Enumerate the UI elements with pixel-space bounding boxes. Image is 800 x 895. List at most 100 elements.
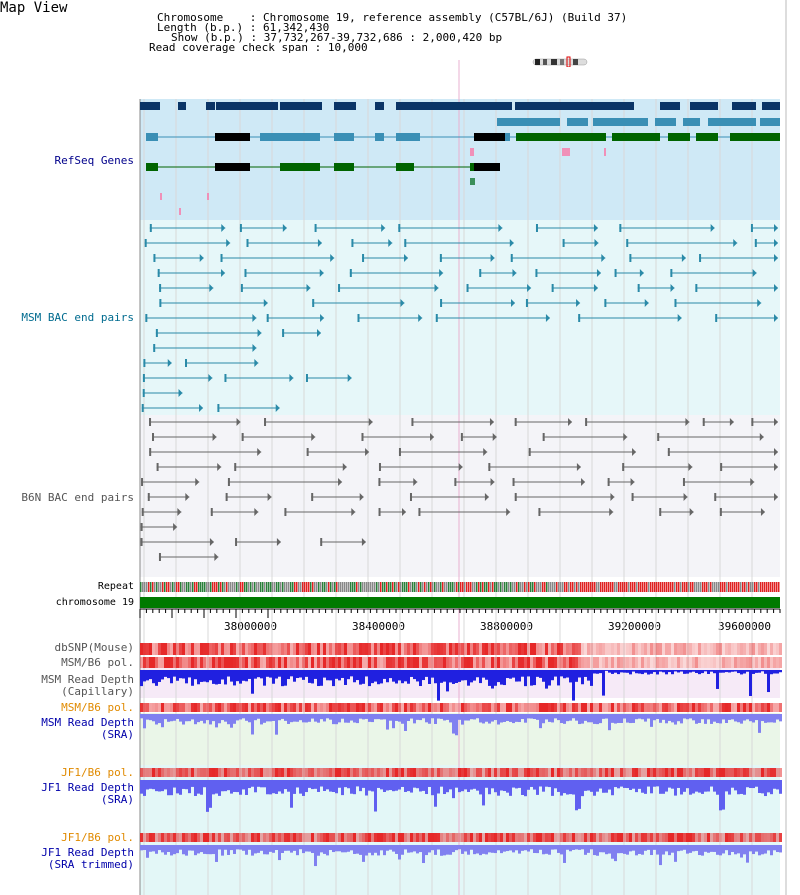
- repeat-element: [636, 582, 638, 592]
- repeat-element: [616, 582, 618, 592]
- repeat-element: [494, 582, 496, 592]
- msm-b6-pol-2-label[interactable]: MSM/B6 pol.: [61, 701, 134, 714]
- jf1-b6-pol-density: [509, 768, 512, 777]
- msm-b6-pol-density: [224, 657, 227, 668]
- msm-sra-depth: [185, 714, 188, 722]
- dbsnp-density: [377, 643, 380, 655]
- jf1-trimmed-depth: [572, 845, 575, 850]
- msm-b6-pol-2-density: [434, 703, 437, 712]
- jf1-b6-pol-label[interactable]: JF1/B6 pol.: [61, 766, 134, 779]
- refseq-gene-exon: [396, 133, 420, 141]
- msm-b6-pol-density: [494, 657, 497, 668]
- msm-b6-pol-density: [632, 657, 635, 668]
- jf1-b6-pol-2-density: [719, 833, 722, 842]
- chromosome-track-label[interactable]: chromosome 19: [55, 597, 134, 608]
- msm-bac-pair-end: [604, 299, 607, 307]
- jf1-b6-pol-2-density: [647, 833, 650, 842]
- dbsnp-density: [344, 643, 347, 655]
- jf1-read-trim-label-2[interactable]: (SRA trimmed): [47, 858, 134, 871]
- jf1-trimmed-depth: [332, 845, 335, 853]
- msm-read-sra-label-2[interactable]: (SRA): [100, 728, 134, 741]
- repeat-element: [472, 582, 474, 592]
- jf1-sra-depth: [239, 780, 242, 795]
- msm-b6-pol-density: [761, 657, 764, 668]
- msm-bac-track-label[interactable]: MSM BAC end pairs: [21, 311, 134, 324]
- msm-b6-pol-density: [536, 657, 539, 668]
- msm-b6-pol-2-density: [425, 703, 428, 712]
- jf1-b6-pol-density: [215, 768, 218, 777]
- repeat-element: [154, 582, 156, 592]
- msm-capillary-depth: [434, 670, 437, 684]
- jf1-read-sra-label-1[interactable]: JF1 Read Depth: [41, 781, 134, 794]
- msm-capillary-depth: [383, 670, 386, 679]
- jf1-trimmed-depth: [491, 845, 494, 853]
- jf1-b6-pol-density: [689, 768, 692, 777]
- msm-capillary-depth: [668, 670, 671, 673]
- msm-sra-depth: [311, 714, 314, 719]
- dbsnp-density: [602, 643, 605, 655]
- msm-b6-pol-label[interactable]: MSM/B6 pol.: [61, 656, 134, 669]
- msm-read-capillary-label-1[interactable]: MSM Read Depth: [41, 673, 134, 686]
- msm-capillary-depth: [299, 670, 302, 678]
- jf1-trimmed-depth: [341, 845, 344, 853]
- msm-b6-pol-density: [647, 657, 650, 668]
- msm-b6-pol-density: [179, 657, 182, 668]
- jf1-sra-depth: [182, 780, 185, 789]
- jf1-b6-pol-density: [173, 768, 176, 777]
- repeat-element: [576, 582, 578, 592]
- b6n-bac-pair-end: [607, 478, 610, 486]
- msm-read-sra-label-1[interactable]: MSM Read Depth: [41, 716, 134, 729]
- b6n-bac-track-label[interactable]: B6N BAC end pairs: [21, 491, 134, 504]
- repeat-track-label[interactable]: Repeat: [97, 581, 134, 592]
- msm-bac-pair-end: [275, 404, 280, 412]
- chromosome-ideogram[interactable]: [529, 52, 591, 68]
- repeat-element: [372, 582, 374, 592]
- msm-sra-depth: [350, 714, 353, 721]
- msm-sra-depth: [296, 714, 299, 722]
- jf1-b6-pol-2-density: [701, 833, 704, 842]
- msm-capillary-depth: [689, 670, 692, 673]
- jf1-b6-pol-2-label[interactable]: JF1/B6 pol.: [61, 831, 134, 844]
- repeat-element: [744, 582, 746, 592]
- jf1-trimmed-depth: [464, 845, 467, 852]
- dbsnp-density: [386, 643, 389, 655]
- dbsnp-density: [362, 643, 365, 655]
- jf1-read-sra-label-2[interactable]: (SRA): [100, 793, 134, 806]
- msm-b6-pol-density: [146, 657, 149, 668]
- msm-b6-pol-2-density: [632, 703, 635, 712]
- repeat-element: [546, 582, 548, 592]
- jf1-sra-depth: [146, 780, 149, 790]
- jf1-b6-pol-density: [572, 768, 575, 777]
- repeat-element: [730, 582, 732, 592]
- msm-capillary-depth: [665, 670, 668, 675]
- dbsnp-density: [389, 643, 392, 655]
- refseq-track-label[interactable]: RefSeq Genes: [54, 154, 134, 167]
- msm-sra-depth: [674, 714, 677, 725]
- refseq-small-mark: [562, 148, 570, 156]
- dbsnp-track-label[interactable]: dbSNP(Mouse): [54, 641, 134, 654]
- msm-b6-pol-2-density: [536, 703, 539, 712]
- msm-sra-depth: [428, 714, 431, 724]
- jf1-read-trim-label-1[interactable]: JF1 Read Depth: [41, 846, 134, 859]
- msm-b6-pol-density: [227, 657, 230, 668]
- msm-read-capillary-label-2[interactable]: (Capillary): [61, 685, 134, 698]
- msm-b6-pol-2-density: [692, 703, 695, 712]
- msm-sra-depth: [530, 714, 533, 719]
- msm-b6-pol-density: [302, 657, 305, 668]
- b6n-bac-pair-end: [212, 433, 217, 441]
- jf1-b6-pol-2-density: [347, 833, 350, 842]
- jf1-b6-pol-density: [311, 768, 314, 777]
- jf1-b6-pol-density: [704, 768, 707, 777]
- msm-capillary-depth: [758, 670, 761, 673]
- msm-capillary-depth: [485, 670, 488, 680]
- jf1-b6-pol-2-density: [155, 833, 158, 842]
- msm-b6-pol-2-density: [347, 703, 350, 712]
- msm-capillary-depth: [779, 670, 782, 673]
- jf1-b6-pol-2-density: [761, 833, 764, 842]
- jf1-b6-pol-density: [473, 768, 476, 777]
- msm-capillary-depth: [359, 670, 362, 685]
- jf1-sra-depth: [281, 780, 284, 794]
- repeat-element: [316, 582, 318, 592]
- jf1-sra-depth: [323, 780, 326, 792]
